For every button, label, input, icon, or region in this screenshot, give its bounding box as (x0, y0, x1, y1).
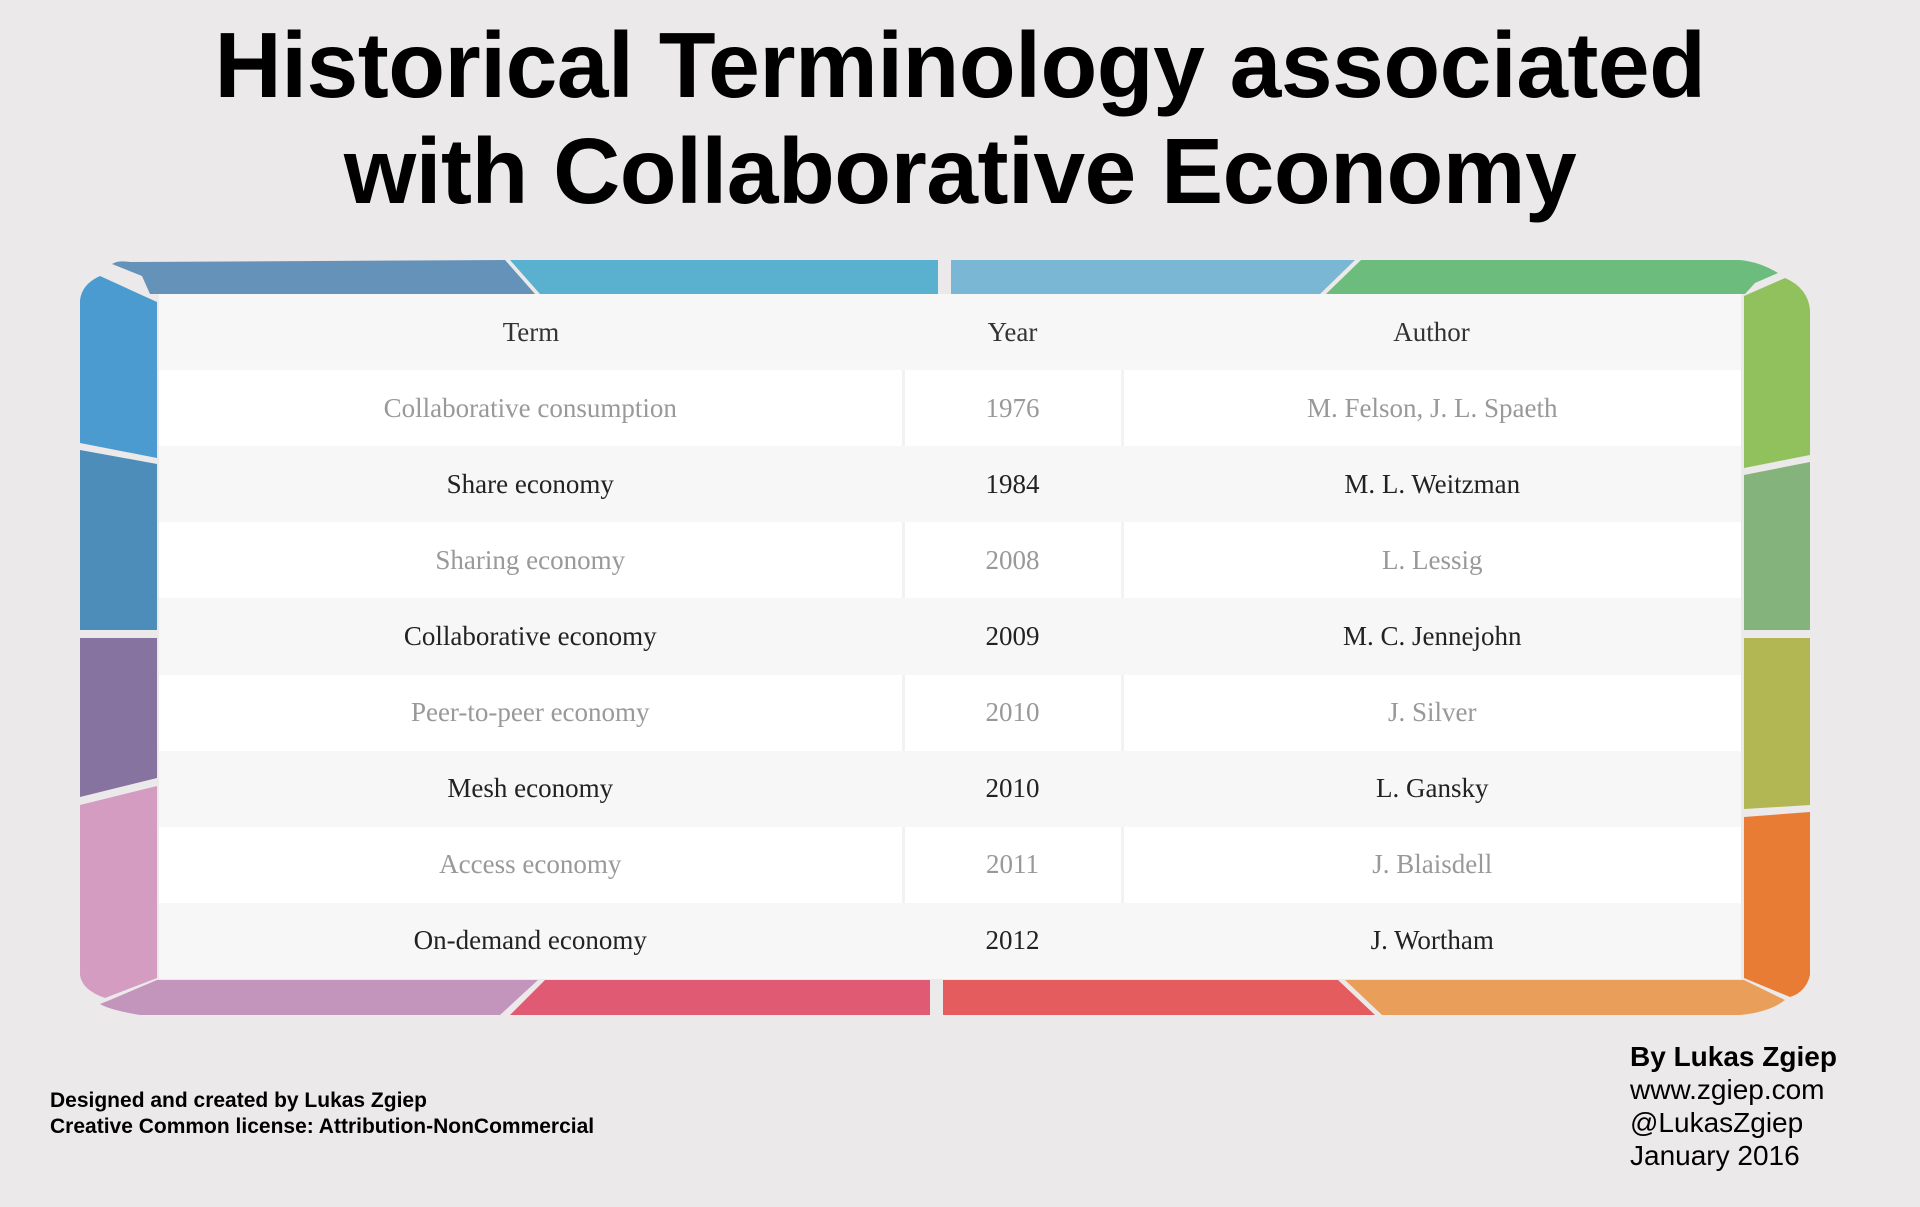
frame-right-segment-4 (1744, 812, 1810, 997)
table-row: Sharing economy 2008 L. Lessig (159, 522, 1741, 599)
credits-block: Designed and created by Lukas Zgiep Crea… (50, 1088, 594, 1140)
table-row: Collaborative consumption 1976 M. Felson… (159, 370, 1741, 447)
year-cell: 2012 (901, 902, 1122, 979)
frame-bottom-segment-4 (1345, 980, 1785, 1015)
byline-block: By Lukas Zgiep www.zgiep.com @LukasZgiep… (1630, 1040, 1837, 1172)
credits-license: Creative Common license: Attribution-Non… (50, 1115, 595, 1138)
term-cell: Collaborative consumption (159, 370, 903, 447)
term-cell: Collaborative economy (159, 598, 903, 675)
year-cell: 2011 (901, 826, 1122, 903)
frame-top-segment-3 (951, 260, 1355, 294)
table-row: Mesh economy 2010 L. Gansky (159, 750, 1741, 827)
term-cell: Access economy (159, 826, 903, 903)
page-title: Historical Terminology associated with C… (0, 12, 1920, 224)
byline-handle: @LukasZgiep (1630, 1107, 1804, 1138)
frame-top-segment-1 (112, 260, 535, 294)
frame-top-segment-4 (1326, 260, 1778, 294)
term-cell: Sharing economy (159, 522, 903, 599)
frame-bottom-segment-1 (100, 980, 538, 1015)
term-cell: Peer-to-peer economy (159, 674, 903, 751)
frame-right-segment-2 (1744, 462, 1810, 630)
author-cell: J. Blaisdell (1120, 826, 1741, 903)
terminology-table: Term Year Author Collaborative consumpti… (159, 294, 1741, 979)
frame-right-segment-1 (1744, 278, 1810, 468)
year-cell: 1984 (901, 446, 1122, 523)
year-cell: 1976 (901, 370, 1122, 447)
column-header-year: Year (987, 316, 1038, 347)
frame-right-segment-3 (1744, 638, 1810, 809)
table-header-row: Term Year Author (159, 294, 1741, 370)
author-cell: M. C. Jennejohn (1120, 598, 1741, 675)
terminology-table-container: Term Year Author Collaborative consumpti… (159, 294, 1741, 979)
author-cell: M. Felson, J. L. Spaeth (1120, 370, 1741, 447)
author-cell: J. Wortham (1120, 902, 1741, 979)
year-cell: 2010 (901, 674, 1122, 751)
year-cell: 2009 (901, 598, 1122, 675)
table-row: Collaborative economy 2009 M. C. Jennejo… (159, 598, 1741, 675)
year-cell: 2008 (901, 522, 1122, 599)
year-cell: 2010 (901, 750, 1122, 827)
author-cell: J. Silver (1120, 674, 1741, 751)
term-cell: On-demand economy (159, 902, 903, 979)
term-cell: Mesh economy (159, 750, 903, 827)
title-line-2: with Collaborative Economy (343, 119, 1577, 223)
author-cell: L. Gansky (1120, 750, 1741, 827)
byline-website: www.zgiep.com (1630, 1074, 1825, 1105)
frame-left-segment-3 (80, 638, 157, 797)
frame-bottom-segment-3 (943, 980, 1375, 1015)
table-row: Access economy 2011 J. Blaisdell (159, 826, 1741, 903)
byline-date: January 2016 (1630, 1140, 1800, 1171)
frame-bottom-segment-2 (510, 980, 930, 1015)
column-header-author: Author (1393, 316, 1470, 347)
frame-left-segment-4 (80, 786, 157, 998)
table-row: On-demand economy 2012 J. Wortham (159, 902, 1741, 979)
frame-left-segment-1 (80, 276, 157, 458)
author-cell: M. L. Weitzman (1120, 446, 1741, 523)
credits-designer: Designed and created by Lukas Zgiep (50, 1089, 427, 1112)
title-line-1: Historical Terminology associated (214, 13, 1706, 117)
frame-top-segment-2 (510, 260, 938, 294)
table-row: Share economy 1984 M. L. Weitzman (159, 446, 1741, 523)
byline-author: By Lukas Zgiep (1630, 1041, 1837, 1072)
column-header-term: Term (502, 316, 560, 347)
table-row: Peer-to-peer economy 2010 J. Silver (159, 674, 1741, 751)
frame-left-segment-2 (80, 450, 157, 630)
author-cell: L. Lessig (1120, 522, 1741, 599)
term-cell: Share economy (159, 446, 903, 523)
